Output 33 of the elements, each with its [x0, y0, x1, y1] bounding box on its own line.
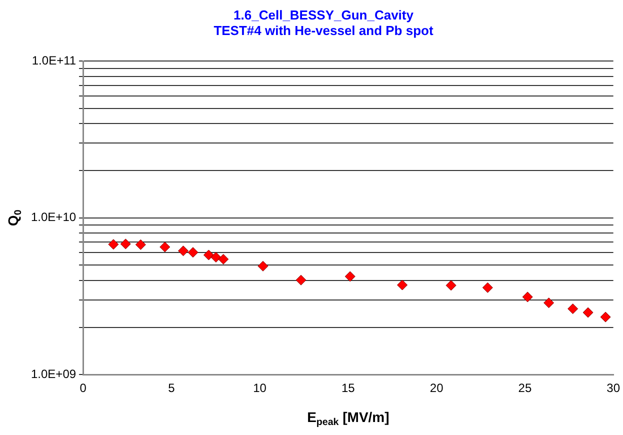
y-axis-title: Q0 [4, 209, 24, 226]
point [120, 238, 131, 250]
x-tick-label: 0 [80, 381, 87, 396]
point [258, 260, 268, 272]
point [482, 282, 493, 293]
x-tick-label: 20 [430, 381, 444, 396]
point [178, 246, 189, 256]
y-tick-label: 1.0E+09 [30, 366, 76, 381]
x-tick-label: 25 [518, 381, 532, 396]
point [600, 312, 611, 322]
y-tick-label: 1.0E+11 [32, 54, 76, 68]
point [344, 271, 356, 282]
point [218, 254, 229, 264]
point [188, 247, 198, 258]
x-tick-label: 5 [168, 381, 176, 396]
point [568, 304, 578, 314]
point [522, 292, 533, 302]
point [544, 298, 554, 308]
point [135, 239, 146, 250]
chart-subtitle: TEST#4 with He-vessel and Pb spot [214, 22, 434, 38]
point [160, 242, 170, 252]
point [203, 250, 214, 260]
x-tick-label: 10 [253, 381, 267, 396]
point [210, 252, 222, 262]
x-tick-label: 30 [606, 381, 620, 396]
y-tick-label: 1.0E+10 [30, 210, 76, 224]
point [582, 307, 594, 318]
point [108, 239, 119, 250]
point [446, 280, 456, 291]
point [397, 280, 408, 290]
point [296, 274, 306, 286]
chart-title: 1.6_Cell_BESSY_Gun_Cavity [234, 7, 414, 22]
x-tick-label: 15 [342, 381, 356, 396]
